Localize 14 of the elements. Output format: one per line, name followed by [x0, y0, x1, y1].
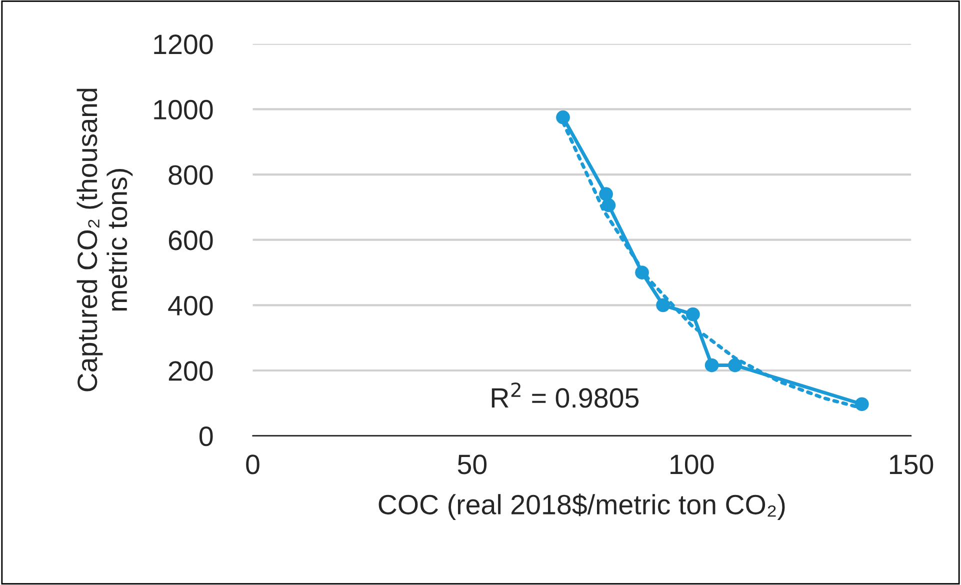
- annotation: R$^{2}$ = 0.9805: [492, 382, 639, 408]
- y-tick-label: 0: [199, 426, 213, 446]
- y-tick-label: 1200: [154, 34, 213, 54]
- x-tick-label: 0: [246, 454, 260, 474]
- y-tick-label: 1000: [154, 100, 213, 120]
- y-tick-label: 400: [168, 296, 213, 316]
- x-axis-title: COC (real 2018$/metric ton CO₂): [378, 494, 785, 520]
- y-axis-title: Captured CO₂ (thousand metric tons): [76, 88, 133, 392]
- x-tick-label: 50: [458, 454, 487, 474]
- y-tick-label: 200: [168, 361, 213, 381]
- y-tick-label: 600: [168, 230, 213, 250]
- x-tick-label: 150: [890, 454, 934, 474]
- x-tick-label: 100: [670, 454, 714, 474]
- y-tick-label: 800: [168, 165, 213, 185]
